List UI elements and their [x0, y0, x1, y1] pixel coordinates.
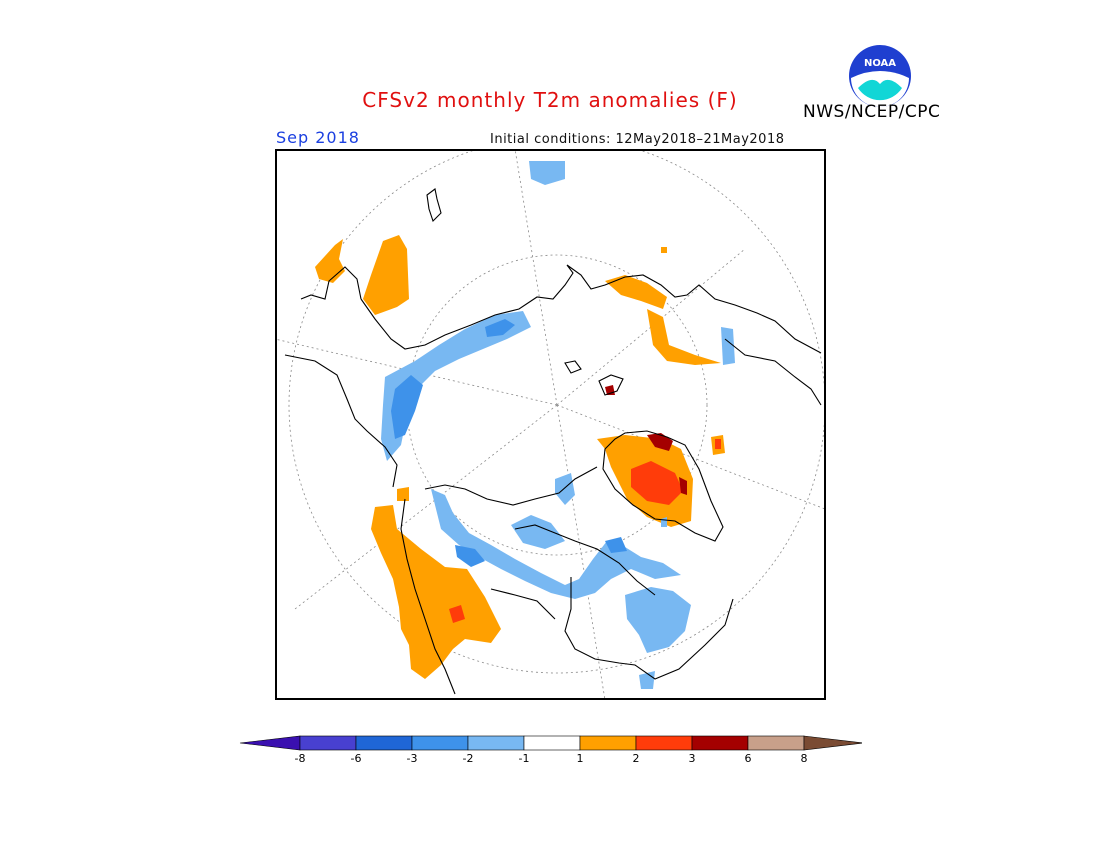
legend-segment	[579, 735, 637, 751]
coastlines	[284, 188, 822, 695]
meridian	[277, 339, 558, 406]
legend-tick-label: 2	[632, 752, 640, 765]
legend-tick-label: 3	[688, 752, 696, 765]
legend-segment	[355, 735, 413, 751]
legend-segment	[467, 735, 525, 751]
latitude-circle-outer	[288, 151, 824, 674]
legend-segment	[691, 735, 749, 751]
meridian	[556, 248, 746, 406]
polar-anomaly-map	[275, 149, 826, 700]
cool-core-shading	[391, 319, 627, 567]
color-legend	[239, 735, 862, 751]
warm-core-shading	[449, 439, 721, 623]
noaa-logo: NOAA	[849, 45, 911, 107]
warm-extreme-shading	[605, 385, 687, 495]
legend-tick-label: -3	[406, 752, 418, 765]
agency-label: NWS/NCEP/CPC	[803, 102, 941, 122]
map-frame	[275, 149, 826, 700]
legend-cap-high	[803, 735, 862, 751]
legend-segment	[299, 735, 357, 751]
legend-tick-label: -2	[462, 752, 474, 765]
legend-cap-low	[239, 735, 301, 751]
color-legend-segments	[239, 735, 862, 751]
legend-segment	[411, 735, 469, 751]
legend-tick-label: -6	[350, 752, 362, 765]
map-title: CFSv2 monthly T2m anomalies (F)	[362, 88, 738, 112]
logo-lettering: NOAA	[864, 58, 896, 69]
legend-tick-label: 6	[744, 752, 752, 765]
meridian	[294, 404, 558, 610]
legend-tick-label: 1	[576, 752, 584, 765]
legend-segment	[523, 735, 581, 751]
legend-tick-label: -1	[518, 752, 530, 765]
meridian	[514, 151, 558, 406]
legend-tick-label: -8	[294, 752, 306, 765]
initial-conditions: Initial conditions: 12May2018–21May2018	[490, 132, 785, 147]
legend-tick-label: 8	[800, 752, 808, 765]
legend-segment	[635, 735, 693, 751]
legend-segment	[747, 735, 805, 751]
valid-month: Sep 2018	[276, 128, 360, 147]
